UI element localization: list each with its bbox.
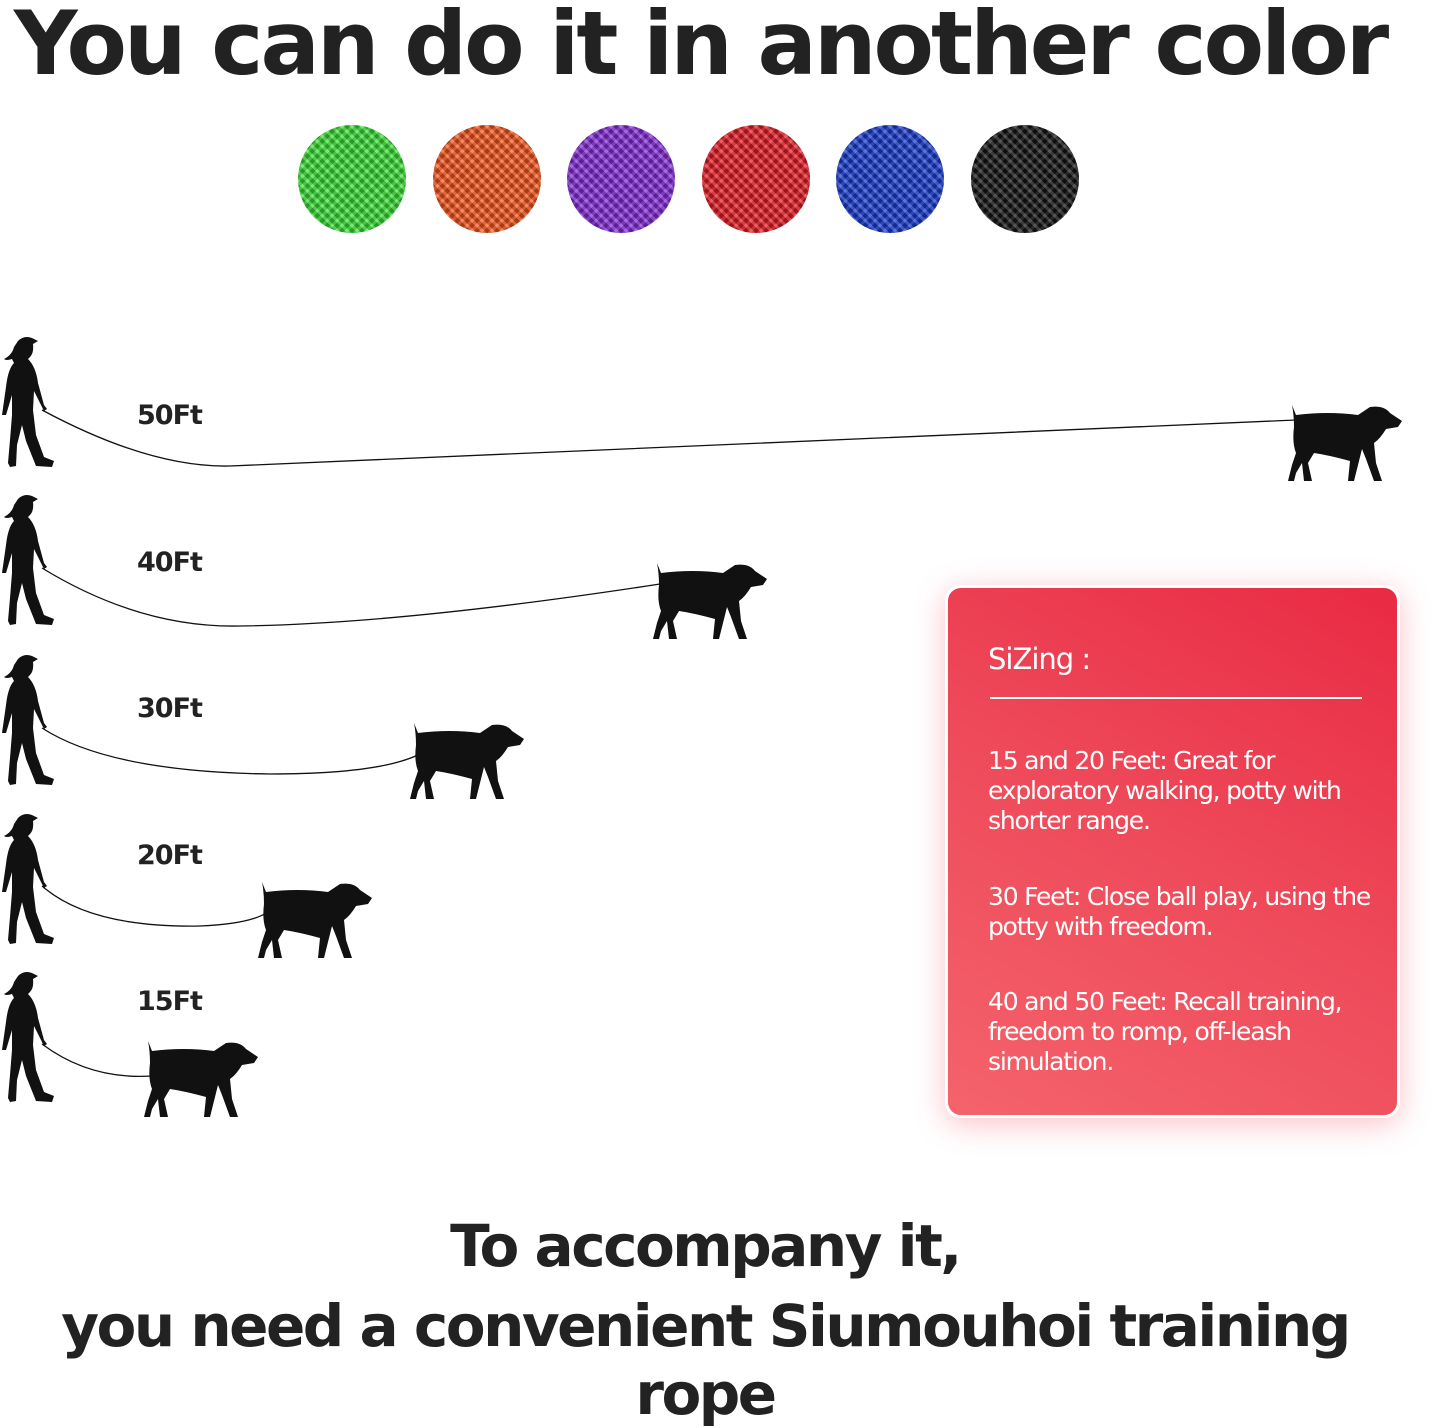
color-swatch-purple[interactable] xyxy=(567,125,675,233)
leash-15ft xyxy=(41,1043,153,1078)
person-walker-icon xyxy=(2,337,54,467)
headline: You can do it in another color xyxy=(13,0,1389,95)
sizing-item-15-20: 15 and 20 Feet: Great for exploratory wa… xyxy=(988,746,1342,835)
row-50ft xyxy=(41,409,1297,1078)
leash-20ft xyxy=(41,885,269,927)
walker-figures xyxy=(2,337,54,1102)
dog-icon xyxy=(1288,405,1402,481)
person-walker-icon xyxy=(2,655,54,785)
length-label-15ft: 15Ft xyxy=(137,986,203,1017)
dog-icon xyxy=(144,1041,258,1117)
dog-icon xyxy=(653,563,767,639)
color-swatch-green[interactable] xyxy=(298,125,406,233)
leash-50ft xyxy=(41,409,1297,467)
leash-illustration xyxy=(2,337,1402,1117)
sizing-card: SiZing : 15 and 20 Feet: Great for explo… xyxy=(945,585,1400,1118)
length-label-40ft: 40Ft xyxy=(137,547,203,578)
sizing-title: SiZing : xyxy=(988,642,1091,676)
color-swatch-black[interactable] xyxy=(971,125,1079,233)
leash-40ft xyxy=(41,567,661,627)
tagline-line2: you need a convenient Siumouhoi training… xyxy=(61,1292,1351,1428)
leash-30ft xyxy=(41,727,421,775)
color-swatch-blue[interactable] xyxy=(836,125,944,233)
dog-icon xyxy=(410,723,524,799)
length-label-50ft: 50Ft xyxy=(137,400,203,431)
person-walker-icon xyxy=(2,972,54,1102)
color-swatch-orange[interactable] xyxy=(433,125,541,233)
person-walker-icon xyxy=(2,495,54,625)
divider xyxy=(990,697,1362,699)
person-walker-icon xyxy=(2,814,54,944)
color-swatch-red[interactable] xyxy=(702,125,810,233)
tagline-line1: To accompany it, xyxy=(450,1212,962,1280)
sizing-item-30: 30 Feet: Close ball play, using the pott… xyxy=(988,882,1371,941)
length-label-20ft: 20Ft xyxy=(137,840,203,871)
length-label-30ft: 30Ft xyxy=(137,693,203,724)
sizing-item-40-50: 40 and 50 Feet: Recall training, freedom… xyxy=(988,987,1343,1076)
dog-icon xyxy=(258,882,372,958)
